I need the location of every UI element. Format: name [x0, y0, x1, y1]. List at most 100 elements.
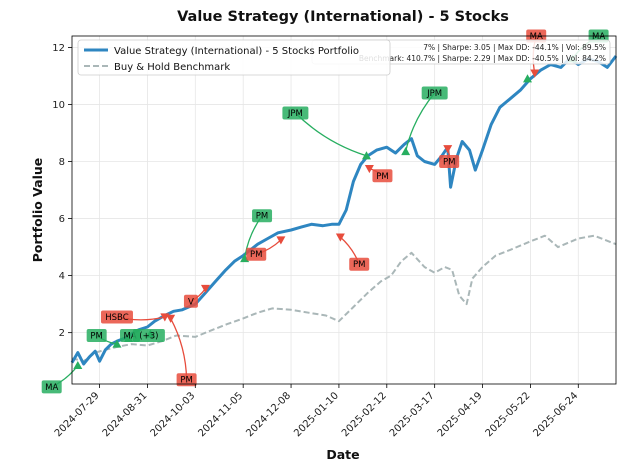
trade-label: PM: [443, 158, 455, 168]
benchmark-line-point: [451, 269, 453, 271]
trade-arrow: [405, 92, 436, 152]
y-tick-label: 8: [59, 157, 65, 168]
sell-marker: [335, 233, 345, 242]
portfolio-line-point: [146, 326, 148, 328]
legend-frame: [77, 39, 391, 76]
trade-label: V: [188, 297, 194, 307]
benchmark-line-point: [557, 246, 559, 248]
portfolio-line-point: [322, 224, 324, 226]
trade-label: MA: [530, 32, 543, 42]
benchmark-line-point: [290, 309, 292, 311]
buy-marker: [523, 74, 533, 83]
portfolio-line-point: [539, 69, 541, 71]
portfolio-line: [70, 55, 618, 366]
benchmark-line-point: [325, 314, 327, 316]
trade-label-box: [132, 329, 165, 343]
portfolio-line-point: [606, 66, 608, 68]
portfolio-line-point: [449, 186, 451, 188]
portfolio-line-point: [490, 123, 492, 125]
portfolio-line-point: [509, 98, 511, 100]
trade-label: PM: [180, 376, 192, 386]
y-axis-label: Portfolio Value: [30, 158, 45, 263]
portfolio-line-point: [94, 350, 96, 352]
portfolio-line-point: [181, 309, 183, 311]
sell-marker: [166, 314, 176, 323]
trade-label: (+3): [139, 332, 158, 342]
sell-marker: [200, 284, 210, 293]
benchmark-line-point: [509, 249, 511, 251]
portfolio-line-point: [410, 137, 412, 139]
axis-ticks: 2024-07-292024-08-312024-10-032024-11-05…: [52, 43, 580, 439]
portfolio-line-point: [290, 229, 292, 231]
trade-label: JPM: [287, 109, 303, 119]
x-tick-label: 2025-01-10: [292, 390, 341, 439]
sell-marker: [364, 165, 374, 174]
legend: Value Strategy (International) - 5 Stock…: [77, 39, 391, 76]
benchmark-line-point: [212, 329, 214, 331]
portfolio-line-point: [403, 143, 405, 145]
portfolio-line-point: [519, 89, 521, 91]
benchmark-line-point: [494, 254, 496, 256]
benchmark-line-point: [577, 237, 579, 239]
trade-label-box: [41, 380, 62, 394]
trade-label-box: [349, 257, 370, 271]
sell-marker: [276, 236, 286, 245]
portfolio-line-point: [461, 140, 463, 142]
x-tick-label: 2024-10-03: [149, 390, 198, 439]
portfolio-line-point: [416, 155, 418, 157]
portfolio-line-point: [77, 351, 79, 353]
portfolio-line-point: [499, 106, 501, 108]
benchmark-line-point: [130, 343, 132, 345]
trade-label-box: [439, 155, 460, 169]
x-tick-label: 2024-07-29: [53, 390, 102, 439]
benchmark-line-point: [400, 260, 402, 262]
buy-marker: [73, 360, 83, 370]
benchmark-line-point: [544, 234, 546, 236]
portfolio-line-point: [225, 269, 227, 271]
buy-marker: [112, 339, 122, 348]
portfolio-line-point: [277, 232, 279, 234]
benchmark-line-point: [529, 240, 531, 242]
x-tick-label: 2024-12-08: [244, 390, 293, 439]
benchmark-line-point: [433, 272, 435, 274]
portfolio-line-point: [98, 360, 100, 362]
trade-label: PM: [256, 212, 268, 222]
benchmark-line-point: [410, 252, 412, 254]
benchmark-line-point: [146, 344, 148, 346]
benchmark-line: [71, 234, 617, 363]
portfolio-line-point: [88, 356, 90, 358]
benchmark-line-point: [444, 266, 446, 268]
plot-frame: [71, 35, 617, 385]
portfolio-line-point: [433, 163, 435, 165]
benchmark-line-point: [242, 317, 244, 319]
trade-label-box: [86, 329, 107, 343]
y-tick-label: 4: [59, 271, 65, 282]
portfolio-line-point: [153, 320, 155, 322]
buy-marker: [401, 147, 411, 156]
x-tick-label: 2025-03-17: [388, 390, 437, 439]
chart-title: Value Strategy (International) - 5 Stock…: [177, 9, 509, 25]
portfolio-line-point: [300, 226, 302, 228]
trade-label: MA: [123, 332, 136, 342]
portfolio-line-point: [338, 223, 340, 225]
benchmark-line-point: [226, 323, 228, 325]
benchmark-line-point: [271, 307, 273, 309]
portfolio-line-point: [345, 209, 347, 211]
stats-portfolio-text: 7% | Sharpe: 3.05 | Max DD: -44.1% | Vol…: [423, 43, 606, 52]
trade-label-box: [176, 373, 197, 387]
portfolio-line-point: [172, 310, 174, 312]
trade-label-box: [282, 106, 309, 120]
stats-benchmark-text: Benchmark: 410.7% | Sharpe: 2.29 | Max D…: [359, 54, 606, 63]
benchmark-line-point: [390, 274, 392, 276]
sell-marker: [530, 69, 540, 78]
benchmark-line-point: [338, 320, 340, 322]
x-tick-label: 2024-08-31: [101, 390, 150, 439]
portfolio-line-point: [394, 152, 396, 154]
portfolio-line-point: [256, 243, 258, 245]
portfolio-line-point: [233, 260, 235, 262]
trade-label-box: [183, 294, 198, 308]
portfolio-line-point: [468, 149, 470, 151]
portfolio-line-point: [359, 163, 361, 165]
